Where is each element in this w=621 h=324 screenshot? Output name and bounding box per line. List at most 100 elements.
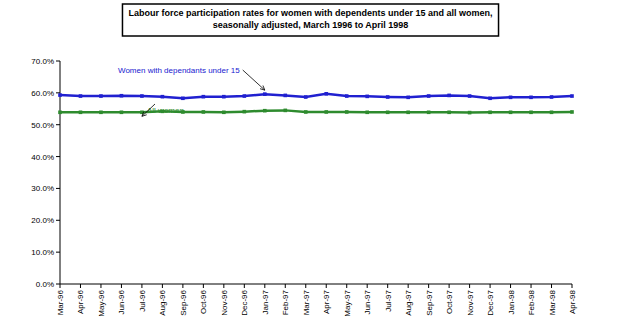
x-tick-label: Apr-97 [322,289,331,314]
marker [345,94,349,98]
marker [243,94,247,98]
x-tick-label: Jan-97 [261,289,270,314]
x-tick-label: Mar-97 [302,289,311,315]
marker [447,110,451,114]
marker [120,94,124,98]
x-tick-label: Dec-96 [240,289,249,315]
x-tick-label: May-96 [97,289,106,316]
x-tick [223,284,224,288]
marker [58,93,62,97]
x-tick [531,284,532,288]
marker [570,110,574,114]
x-tick-label: Aug-97 [404,289,413,315]
x-tick [572,284,573,288]
x-tick [326,284,327,288]
x-tick-label: Feb-98 [527,289,536,315]
y-tick [56,252,60,253]
marker [386,95,390,99]
plot-area [58,92,574,114]
x-tick-label: Jan-98 [507,289,516,314]
marker [529,110,533,114]
x-tick-label: Sep-97 [425,289,434,315]
x-tick [264,284,265,288]
y-tick [56,92,60,93]
x-tick [285,284,286,288]
y-tick [56,284,60,285]
x-tick [428,284,429,288]
marker [324,92,328,96]
x-tick-label: Jul-96 [138,289,147,311]
marker [488,110,492,114]
x-tick [244,284,245,288]
x-tick-label: Feb-97 [281,289,290,315]
marker [406,110,410,114]
series-annotation: Women with dependants under 15 [118,66,240,75]
marker [58,110,62,114]
x-tick [121,284,122,288]
marker [345,110,349,114]
marker [468,94,472,98]
marker [324,110,328,114]
y-tick-label: 70.0% [31,57,54,66]
x-tick [80,284,81,288]
marker [181,96,185,100]
marker [468,111,472,115]
y-tick [56,220,60,221]
x-tick-label: Aug-96 [158,289,167,315]
title-box [122,4,498,36]
marker [161,95,165,99]
marker [120,110,124,114]
marker [79,94,83,98]
marker [427,110,431,114]
x-tick [141,284,142,288]
y-tick-label: 40.0% [31,153,54,162]
x-tick [60,284,61,288]
marker [365,95,369,99]
x-tick-label: Sep-96 [179,289,188,315]
marker [509,96,513,100]
title-line: Labour force participation rates for wom… [128,8,492,18]
marker [550,110,554,114]
x-tick-label: Jul-97 [384,289,393,311]
series-annotation: All women [147,106,184,115]
x-tick-label: Apr-96 [76,289,85,314]
marker [243,110,247,114]
x-tick [449,284,450,288]
x-tick [367,284,368,288]
series-line [60,110,572,112]
marker [529,96,533,100]
y-tick-label: 20.0% [31,216,54,225]
x-tick-label: Dec-97 [486,289,495,315]
marker [386,110,390,114]
x-tick-label: Nov-96 [220,289,229,315]
y-tick-label: 10.0% [31,248,54,257]
marker [202,95,206,99]
annotation-arrowhead [260,85,265,90]
marker [283,109,287,113]
marker [304,110,308,114]
x-axis [60,284,572,285]
x-tick-label: Jun-97 [363,289,372,314]
chart: Labour force participation rates for wom… [0,0,621,324]
x-tick [510,284,511,288]
marker [304,95,308,99]
title-group: Labour force participation rates for wom… [122,4,498,36]
marker [509,110,513,114]
marker [222,95,226,99]
x-tick-label: May-97 [343,289,352,316]
x-tick [305,284,306,288]
annotation-arrow [142,104,155,116]
y-tick-label: 50.0% [31,121,54,130]
x-tick-label: Mar-98 [548,289,557,315]
marker [447,94,451,98]
marker [79,110,83,114]
x-tick [387,284,388,288]
marker [283,94,287,98]
x-tick [551,284,552,288]
marker [550,95,554,99]
marker [222,110,226,114]
y-tick-label: 60.0% [31,89,54,98]
marker [263,109,267,113]
x-tick [162,284,163,288]
y-tick [56,61,60,62]
